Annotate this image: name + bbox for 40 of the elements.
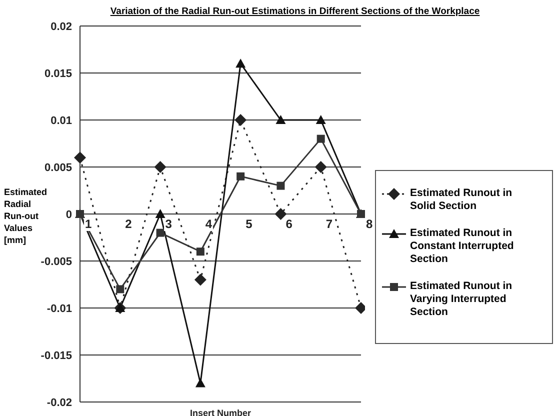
point	[314, 161, 327, 173]
y-tick-label: 0.01	[50, 114, 72, 127]
x-tick-label: 8	[365, 217, 374, 231]
x-axis-title: Insert Number	[190, 408, 252, 416]
x-tick-label: 5	[244, 217, 254, 231]
point	[74, 152, 86, 164]
x-tick-label: 6	[284, 217, 294, 231]
point	[274, 208, 287, 220]
point	[116, 285, 124, 294]
y-axis-title: Estimated Radial Run-out Values [mm]	[4, 186, 48, 246]
y-tick-label: -0.015	[40, 350, 72, 362]
x-tick-label: 4	[204, 217, 214, 231]
point	[156, 228, 164, 237]
x-tick-label: 3	[164, 217, 173, 231]
y-tick-label: -0.02	[46, 396, 72, 409]
y-tick-label: -0.01	[46, 302, 72, 315]
y-tick-label: 0.005	[44, 162, 72, 174]
x-tick-label: 7	[324, 217, 334, 231]
legend-label: Estimated Runout in Solid Section	[410, 187, 514, 213]
x-tick-label: 2	[124, 217, 133, 231]
point	[234, 114, 247, 126]
point	[154, 161, 166, 173]
point	[236, 172, 245, 180]
y-tick-label: 0	[66, 208, 72, 221]
point	[196, 248, 204, 256]
point	[316, 115, 326, 124]
y-tick-label: 0.015	[44, 68, 72, 80]
point	[276, 182, 285, 190]
point	[155, 209, 166, 218]
legend-label: Estimated Runout in Constant Interrupted Section	[410, 227, 515, 266]
point	[236, 58, 246, 68]
point	[194, 274, 206, 286]
chart-title: Variation of the Radial Run-out Estimations in Different Sections of the Workplace	[109, 6, 481, 17]
point	[276, 115, 286, 124]
y-tick-label: 0.02	[50, 20, 72, 33]
y-tick-label: -0.005	[40, 256, 72, 268]
point	[195, 378, 206, 388]
point	[316, 134, 325, 143]
legend-label: Estimated Runout in Varying Interrupted Section	[410, 280, 514, 319]
x-tick-label: 1	[84, 217, 93, 231]
